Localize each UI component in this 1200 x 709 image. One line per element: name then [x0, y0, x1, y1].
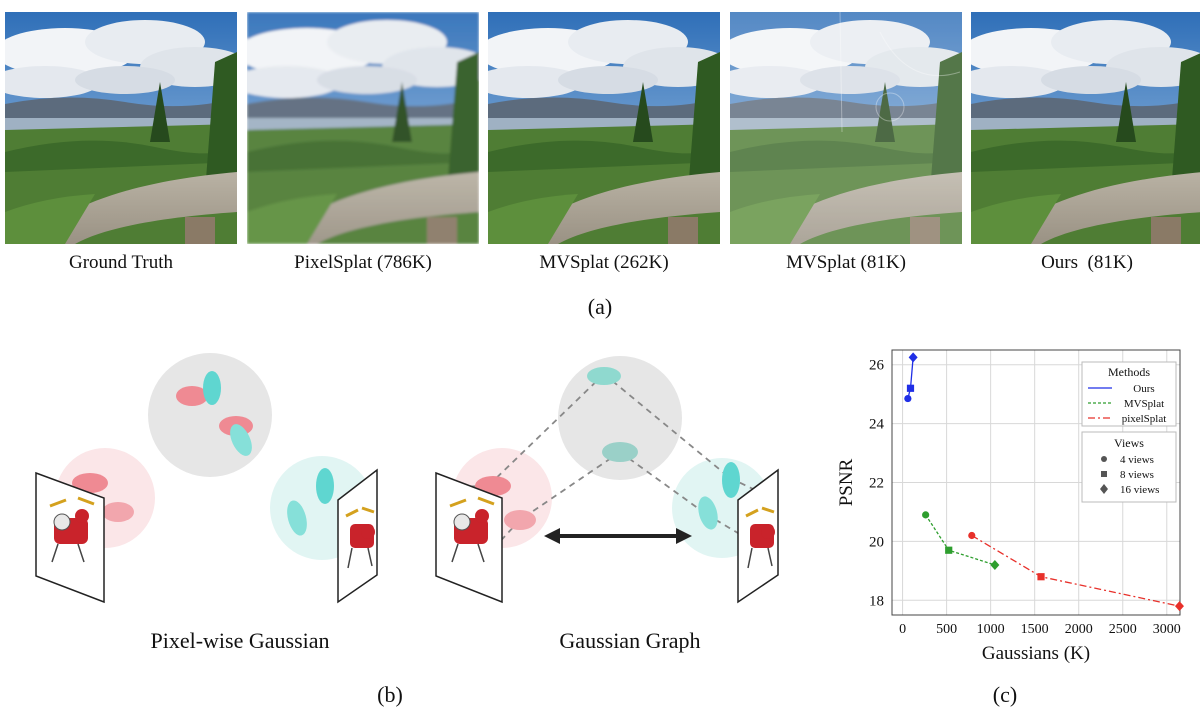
caption-mvsplat-262k: MVSplat (262K) — [539, 252, 669, 273]
caption-gaussian-graph: Gaussian Graph — [559, 628, 701, 653]
panel-label-a: (a) — [587, 294, 613, 319]
data-point-marker — [908, 352, 918, 363]
gaussian-ellipse — [722, 462, 740, 498]
series-line — [907, 357, 914, 399]
gaussian-ellipse — [287, 500, 307, 536]
drum-kit-image — [745, 506, 775, 569]
x-axis-label: Gaussians (K) — [982, 643, 1090, 664]
panel-label-c: (c) — [992, 682, 1018, 707]
x-tick-label: 0 — [899, 622, 906, 637]
caption-ours: Ours (81K) — [1041, 252, 1133, 273]
render-ground-truth — [5, 12, 237, 244]
x-tick-label: 1500 — [1021, 622, 1049, 637]
data-point-marker — [906, 384, 915, 392]
drum-kit-image — [449, 496, 495, 563]
gaussian-ellipse — [504, 510, 536, 530]
legend-view-label: 16 views — [1120, 484, 1159, 496]
caption-mvsplat-81k: MVSplat (81K) — [786, 252, 906, 273]
gaussian-ellipse — [698, 496, 718, 530]
gaussian-ellipse — [230, 424, 252, 456]
legend-series-label: MVSplat — [1124, 398, 1164, 410]
y-tick-label: 26 — [869, 358, 885, 374]
gaussian-ellipse — [587, 367, 621, 385]
gaussian-diagram — [35, 353, 779, 604]
drum-kit-image — [49, 496, 95, 563]
y-tick-label: 20 — [869, 534, 884, 550]
caption-pixelwise-gaussian: Pixel-wise Gaussian — [150, 628, 330, 653]
legend-views-title: Views — [1114, 436, 1144, 450]
legend-views-box — [1081, 431, 1177, 503]
caption-ground-truth: Ground Truth — [69, 252, 173, 273]
legend-methods-box — [1081, 361, 1177, 427]
chart-panel-c: 0 500 1000 1500 2000 2500 3000 18 20 22 24 26 Gaussi… — [830, 340, 1200, 670]
x-tick-label: 3000 — [1153, 622, 1181, 637]
legend-marker — [1100, 484, 1108, 494]
y-tick-label: 24 — [869, 417, 885, 433]
data-point-marker — [1037, 573, 1045, 581]
legend-methods-title: Methods — [1108, 365, 1150, 379]
legend-view-label: 8 views — [1120, 469, 1154, 481]
x-tick-label: 2000 — [1065, 622, 1093, 637]
legend-marker — [1101, 456, 1107, 462]
series-line — [971, 534, 1180, 607]
legend-marker — [1101, 471, 1107, 477]
legend-series-label: Ours — [1133, 383, 1154, 395]
panel-label-b: (b) — [377, 682, 403, 707]
data-point-marker — [1174, 601, 1184, 612]
double-arrow-icon — [544, 528, 692, 544]
gaussian-ellipse — [203, 371, 221, 405]
x-tick-label: 2500 — [1109, 622, 1137, 637]
y-tick-label: 18 — [869, 593, 884, 609]
plot-frame — [891, 349, 1181, 616]
render-pixelsplat — [247, 12, 479, 244]
gaussian-ellipse — [102, 502, 134, 522]
y-axis-label: PSNR — [836, 458, 857, 506]
render-mvsplat-81k — [730, 12, 962, 244]
legend-series-label: pixelSplat — [1122, 413, 1167, 425]
gaussian-ellipse — [72, 473, 108, 493]
x-tick-label: 500 — [936, 622, 957, 637]
series-line — [925, 514, 996, 566]
data-point-marker — [904, 394, 912, 403]
y-tick-label: 22 — [869, 476, 884, 492]
data-point-marker — [922, 511, 930, 519]
data-point-marker — [990, 559, 1000, 570]
pixelwise-gaussian-diagram — [35, 353, 378, 604]
render-mvsplat-262k — [488, 12, 720, 244]
caption-pixelsplat: PixelSplat (786K) — [294, 252, 432, 273]
drum-kit-image — [345, 506, 375, 569]
gaussian-ellipse — [176, 386, 208, 406]
diagram-panel-b — [0, 340, 800, 640]
data-point-marker — [945, 546, 953, 554]
data-point-marker — [968, 531, 976, 540]
gaussian-graph-diagram — [435, 356, 779, 604]
gaussian-sphere — [558, 356, 682, 480]
gaussian-ellipse — [316, 468, 334, 504]
x-tick-label: 1000 — [977, 622, 1005, 637]
render-ours — [971, 12, 1200, 244]
gaussian-ellipse — [602, 442, 638, 462]
psnr-chart: 0 500 1000 1500 2000 2500 3000 18 20 22 24 26 Gaussi… — [836, 349, 1184, 664]
legend-view-label: 4 views — [1120, 454, 1154, 466]
